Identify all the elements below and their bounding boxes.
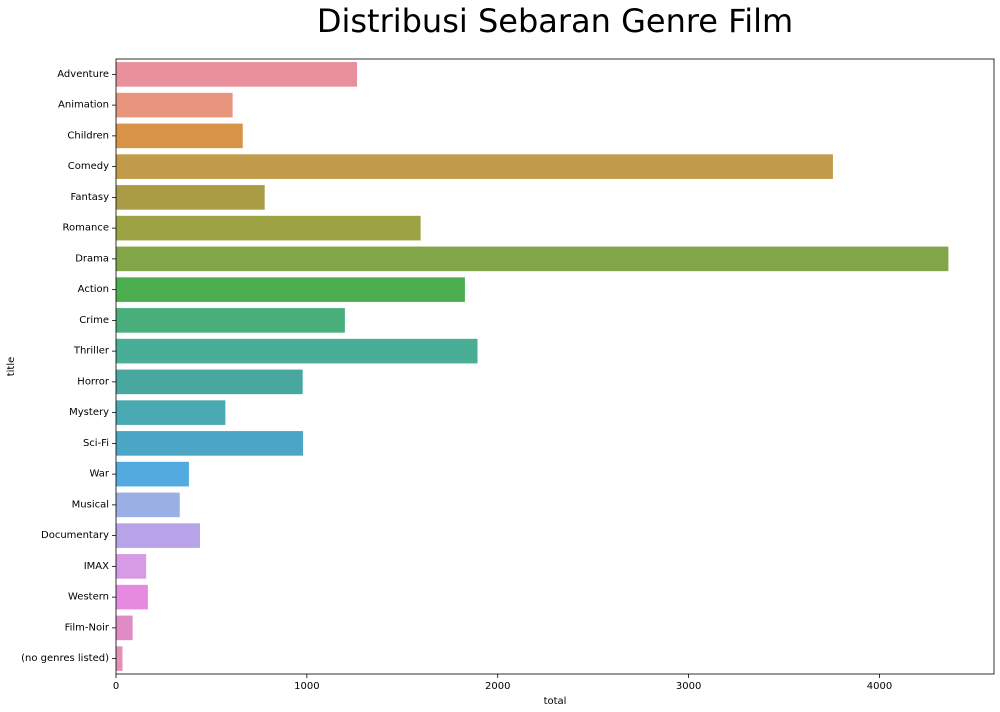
bar-crime <box>116 308 345 333</box>
bar-documentary <box>116 523 200 548</box>
y-tick-label: Romance <box>63 223 109 234</box>
y-tick-label: Action <box>78 284 109 295</box>
y-tick-label: (no genres listed) <box>21 653 109 664</box>
y-tick-label: Thriller <box>73 346 110 357</box>
bar-romance <box>116 215 421 241</box>
bar-imax <box>116 554 147 579</box>
bar-thriller <box>116 338 478 364</box>
y-tick-label: Comedy <box>68 161 109 172</box>
y-tick-label: Western <box>68 592 109 603</box>
bar-comedy <box>116 154 833 179</box>
y-tick-label: Mystery <box>69 407 109 418</box>
y-tick-label: Horror <box>77 376 110 387</box>
bar-fantasy <box>116 185 265 210</box>
y-tick-label: Musical <box>72 499 109 510</box>
bar-western <box>116 584 148 610</box>
bar-children <box>116 123 243 149</box>
bar-action <box>116 277 465 302</box>
y-tick-label: Children <box>67 130 109 141</box>
x-tick-label: 0 <box>113 681 119 692</box>
bars-group <box>116 62 949 671</box>
y-tick-label: Sci-Fi <box>83 438 109 449</box>
plot-frame <box>115 58 995 675</box>
y-tick-label: War <box>90 469 110 480</box>
bar-horror <box>116 369 303 395</box>
y-tick-label: Adventure <box>57 69 109 80</box>
y-axis-label: title <box>6 357 17 377</box>
bar-sci-fi <box>116 431 304 456</box>
bar-musical <box>116 492 180 518</box>
x-tick-label: 4000 <box>867 681 892 692</box>
bar-no-genres-listed <box>116 646 123 671</box>
bar-film-noir <box>116 615 133 641</box>
y-tick-label: Animation <box>58 100 109 111</box>
y-tick-label: Crime <box>79 315 109 326</box>
x-tick-label: 3000 <box>676 681 701 692</box>
y-tick-label: Film-Noir <box>65 622 110 633</box>
bar-animation <box>116 92 233 118</box>
x-tick-label: 1000 <box>294 681 319 692</box>
bar-war <box>116 461 189 487</box>
y-tick-label: IMAX <box>84 561 109 572</box>
bar-mystery <box>116 400 226 425</box>
x-axis-label: total <box>544 696 567 707</box>
y-tick-label: Documentary <box>41 530 109 541</box>
y-tick-label: Fantasy <box>71 192 110 203</box>
y-tick-label: Drama <box>75 253 109 264</box>
x-ticks-group: 0 1000 2000 3000 4000 <box>113 674 892 692</box>
chart-title: Distribusi Sebaran Genre Film <box>316 2 794 40</box>
bar-drama <box>116 246 949 272</box>
x-tick-label: 2000 <box>485 681 510 692</box>
y-ticks-group: Adventure Animation Children Comedy Fantasy R… <box>21 69 116 664</box>
bar-adventure <box>116 62 358 87</box>
